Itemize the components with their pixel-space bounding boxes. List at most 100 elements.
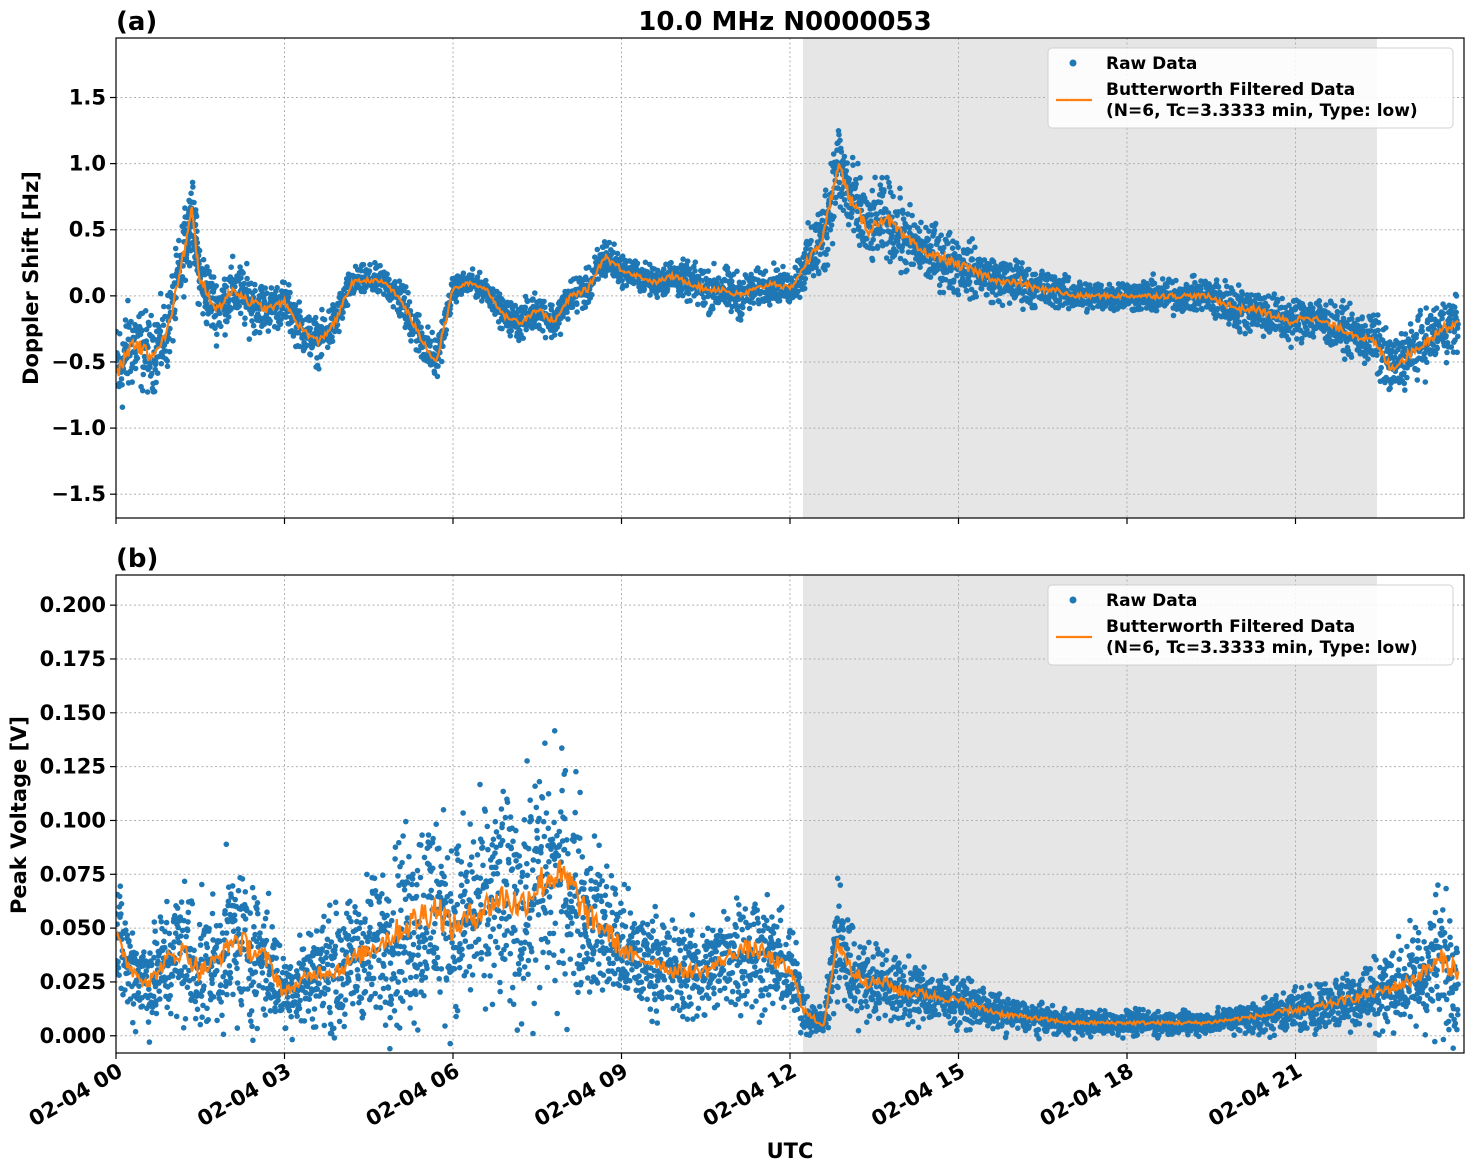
raw-data-point <box>252 288 258 294</box>
raw-data-point <box>1349 311 1355 317</box>
raw-data-point <box>287 290 293 296</box>
raw-data-point <box>166 304 172 310</box>
raw-data-point <box>1449 344 1455 350</box>
panel-a-y-tick-label: 0.0 <box>69 284 106 308</box>
raw-data-point <box>184 973 190 979</box>
raw-data-point <box>711 261 717 267</box>
raw-data-point <box>239 1002 245 1008</box>
raw-data-point <box>1403 331 1409 337</box>
raw-data-point <box>909 213 915 219</box>
raw-data-point <box>1007 300 1013 306</box>
raw-data-point <box>558 332 564 338</box>
raw-data-point <box>251 895 257 901</box>
raw-data-point <box>233 960 239 966</box>
raw-data-point <box>565 316 571 322</box>
raw-data-point <box>734 269 740 275</box>
raw-data-point <box>242 315 248 321</box>
raw-data-point <box>119 376 125 382</box>
raw-data-point <box>469 273 475 279</box>
raw-data-point <box>403 284 409 290</box>
raw-data-point <box>416 312 422 318</box>
raw-data-point <box>880 229 886 235</box>
raw-data-point <box>926 236 932 242</box>
raw-data-point <box>307 326 313 332</box>
raw-data-point <box>695 302 701 308</box>
chart-title: 10.0 MHz N0000053 <box>638 7 931 37</box>
raw-data-point <box>232 897 238 903</box>
raw-data-point <box>729 279 735 285</box>
raw-data-point <box>322 317 328 323</box>
raw-data-point <box>278 321 284 327</box>
raw-data-point <box>217 923 223 929</box>
raw-data-point <box>210 911 216 917</box>
raw-data-point <box>1279 296 1285 302</box>
raw-data-point <box>508 328 514 334</box>
raw-data-point <box>175 905 181 911</box>
raw-data-point <box>1317 298 1323 304</box>
raw-data-point <box>893 249 899 255</box>
raw-data-point <box>855 161 861 167</box>
raw-data-point <box>655 295 661 301</box>
raw-data-point <box>158 291 164 297</box>
raw-data-point <box>1359 314 1365 320</box>
raw-data-point <box>236 303 242 309</box>
raw-data-point <box>1414 332 1420 338</box>
raw-data-point <box>118 883 124 889</box>
raw-data-point <box>853 181 859 187</box>
raw-data-point <box>319 352 325 358</box>
raw-data-point <box>520 335 526 341</box>
raw-data-point <box>1349 354 1355 360</box>
raw-data-point <box>235 1025 241 1031</box>
raw-data-point <box>425 324 431 330</box>
raw-data-point <box>254 1026 260 1032</box>
raw-data-point <box>227 963 233 969</box>
raw-data-point <box>1226 321 1232 327</box>
raw-data-point <box>146 1019 152 1025</box>
raw-data-point <box>1441 311 1447 317</box>
raw-data-point <box>146 323 152 329</box>
raw-data-point <box>661 266 667 272</box>
raw-data-point <box>830 241 836 247</box>
raw-data-point <box>1444 350 1450 356</box>
raw-data-point <box>1452 304 1458 310</box>
raw-data-point <box>248 1018 254 1024</box>
raw-data-point <box>171 945 177 951</box>
raw-data-point <box>119 382 125 388</box>
raw-data-point <box>933 221 939 227</box>
raw-data-point <box>183 934 189 940</box>
raw-data-point <box>725 265 731 271</box>
raw-data-point <box>1387 385 1393 391</box>
raw-data-point <box>918 220 924 226</box>
raw-data-point <box>956 292 962 298</box>
raw-data-point <box>1401 370 1407 376</box>
raw-data-point <box>1404 375 1410 381</box>
raw-data-point <box>190 901 196 907</box>
raw-data-point <box>238 275 244 281</box>
raw-data-point <box>870 188 876 194</box>
raw-data-point <box>236 888 242 894</box>
legend-raw-marker <box>1070 60 1077 67</box>
raw-data-point <box>1236 319 1242 325</box>
raw-data-point <box>136 990 142 996</box>
raw-data-point <box>542 305 548 311</box>
raw-data-point <box>361 262 367 268</box>
raw-data-point <box>240 876 246 882</box>
raw-data-point <box>1000 303 1006 309</box>
raw-data-point <box>213 283 219 289</box>
raw-data-point <box>1347 301 1353 307</box>
raw-data-point <box>218 982 224 988</box>
raw-data-point <box>199 882 205 888</box>
raw-data-point <box>937 282 943 288</box>
raw-data-point <box>250 885 256 891</box>
raw-data-point <box>130 930 136 936</box>
raw-data-point <box>210 891 216 897</box>
raw-data-point <box>127 943 133 949</box>
raw-data-point <box>875 244 881 250</box>
raw-data-point <box>1434 305 1440 311</box>
raw-data-point <box>125 298 131 304</box>
raw-data-point <box>255 911 261 917</box>
raw-data-point <box>336 329 342 335</box>
raw-data-point <box>1191 273 1197 279</box>
raw-data-point <box>367 268 373 274</box>
legend-filtered-params: (N=6, Tc=3.3333 min, Type: low) <box>1106 101 1418 121</box>
